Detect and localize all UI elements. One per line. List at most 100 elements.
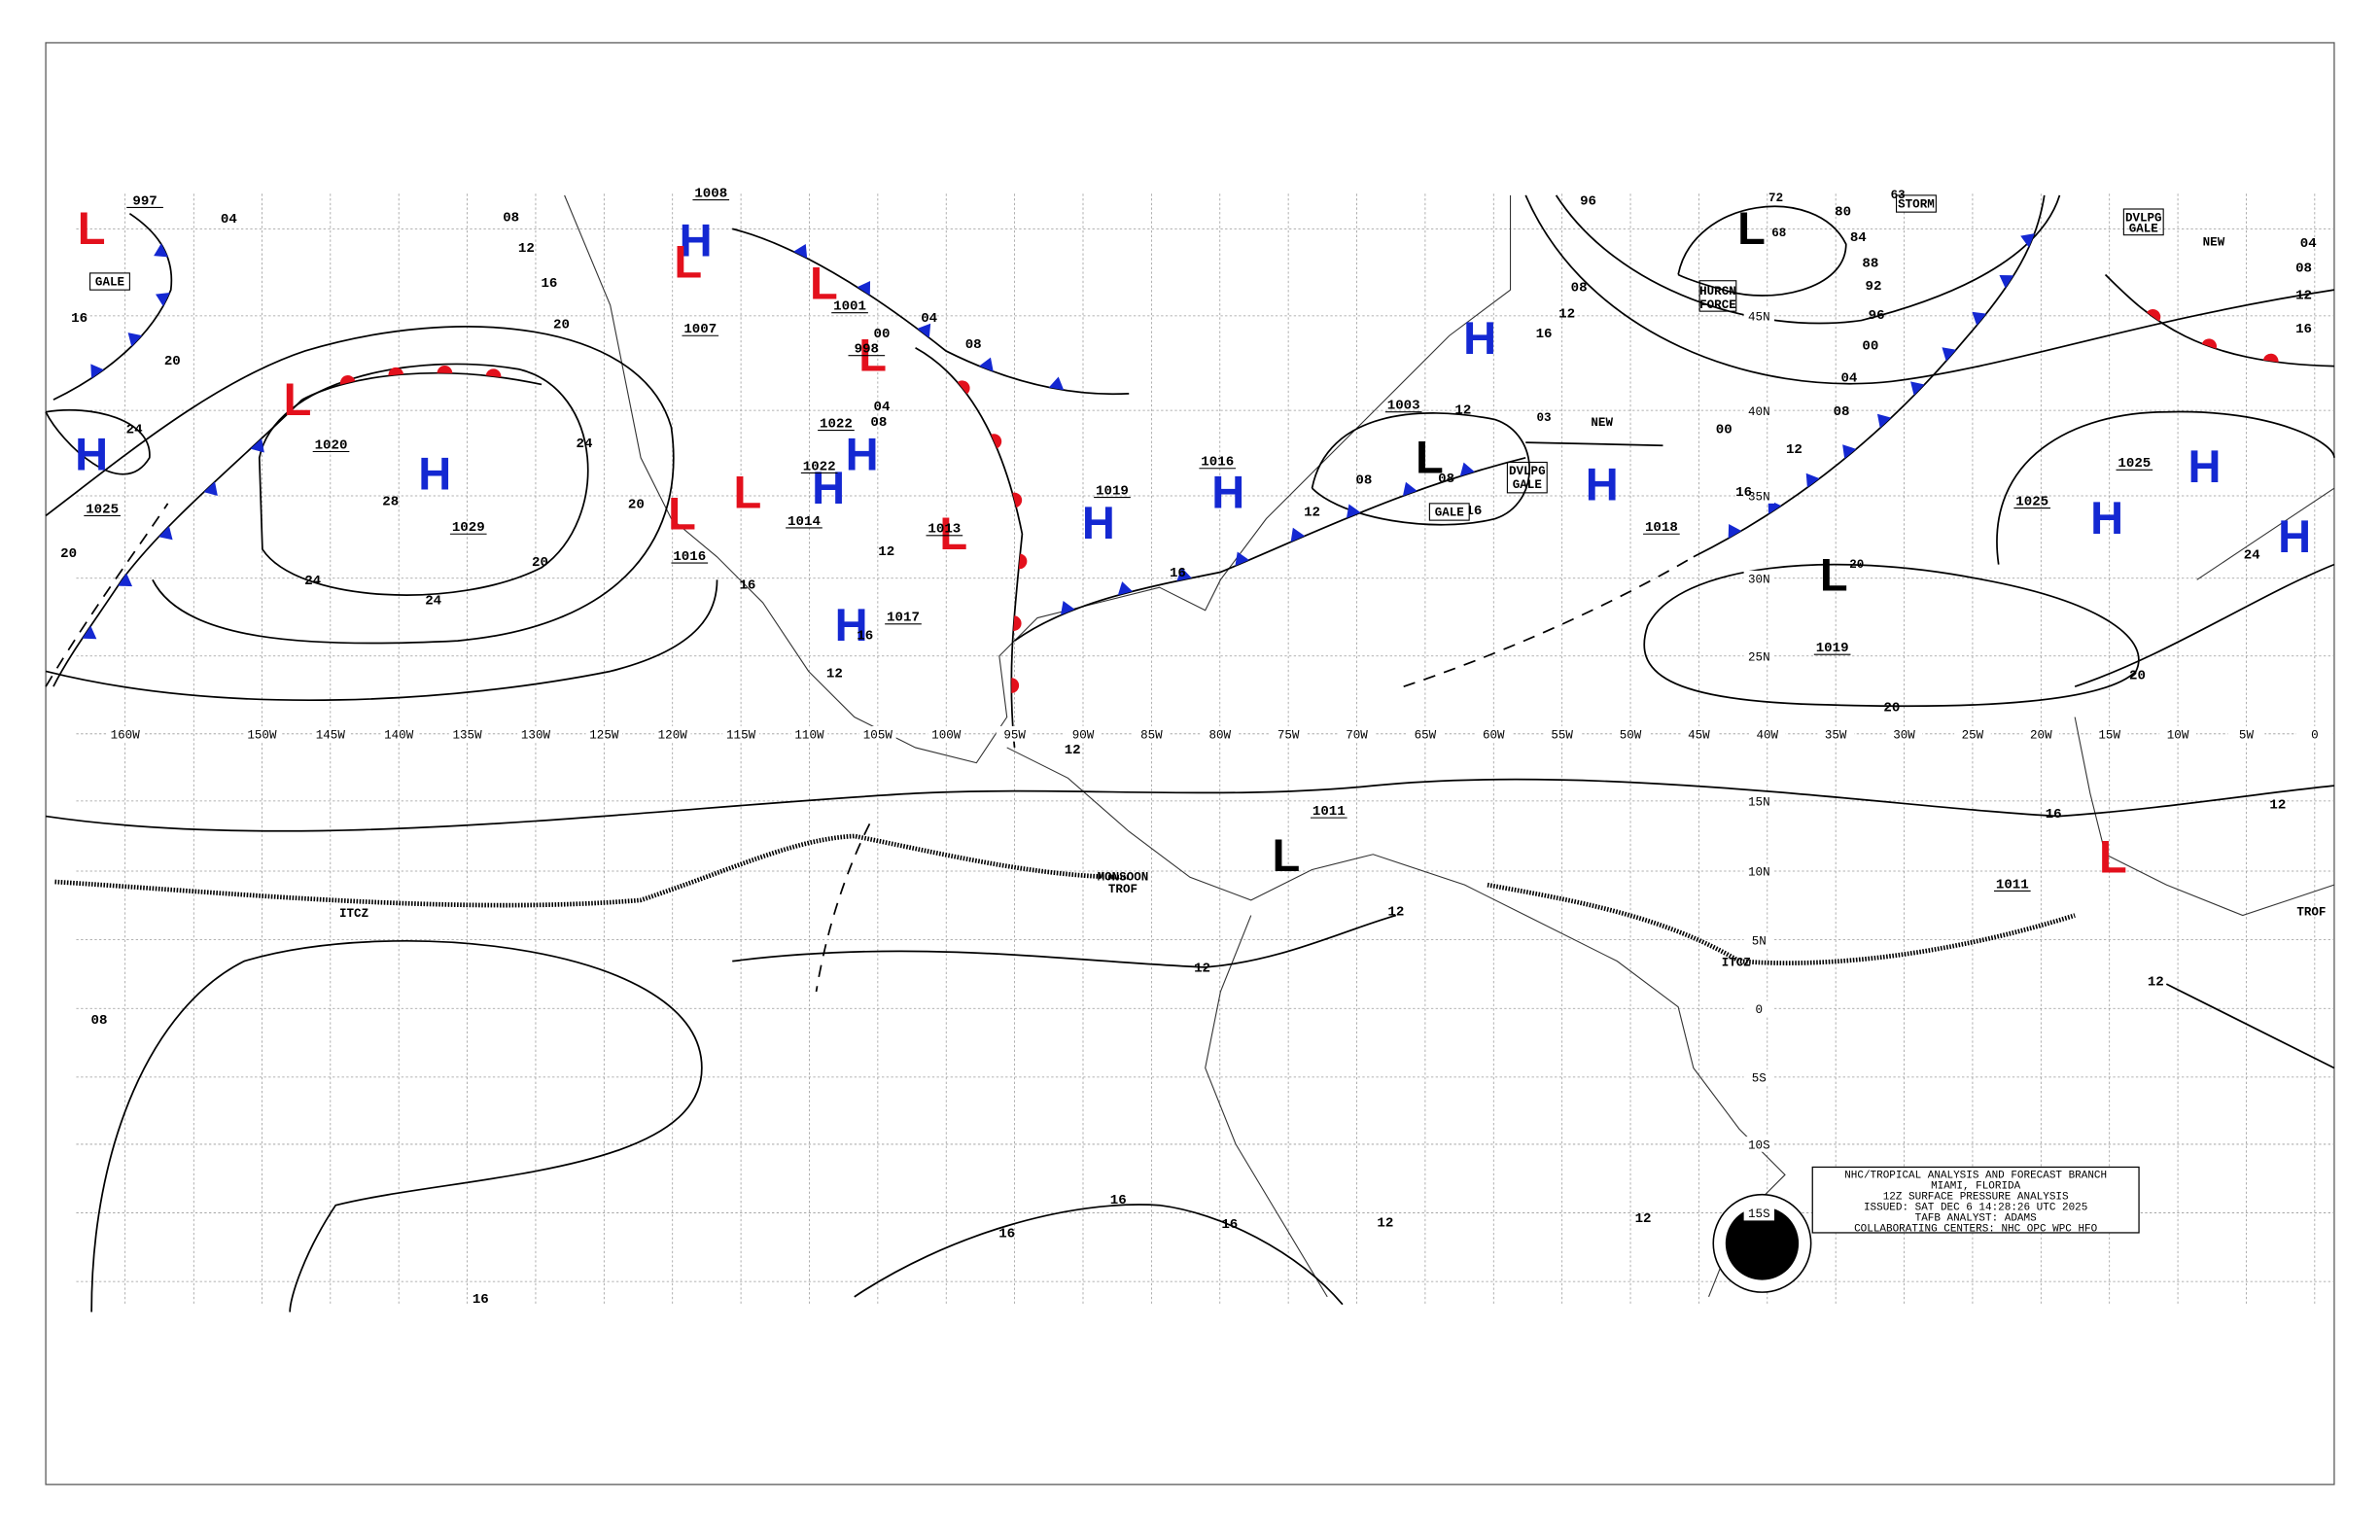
triangle [82, 625, 97, 640]
triangle [158, 525, 173, 541]
isobar-label: 08 [503, 211, 519, 227]
lon-label-box [1612, 725, 1649, 742]
longitude-label: 15W [2098, 729, 2120, 743]
annotation-box [2122, 208, 2164, 236]
longitude-label: 95W [1003, 729, 1026, 743]
cold-front-triangle [1942, 347, 1957, 362]
semicircle [1012, 492, 1023, 508]
info-line: NHC/TROPICAL ANALYSIS AND FORECAST BRANC… [1844, 1170, 2107, 1181]
longitude-label: 25W [1962, 729, 1984, 743]
isobar-label: 08 [91, 1013, 108, 1029]
isobar-label: 00 [874, 327, 891, 342]
pressure-center: L [939, 508, 967, 559]
lon-label-box [928, 725, 965, 742]
isobar-label: 12 [1065, 743, 1081, 758]
lat-label-box [1743, 1000, 1775, 1017]
lon-label-box [1407, 725, 1444, 742]
pressure-value: 1025 [86, 502, 119, 517]
annotation-box [89, 272, 130, 291]
pressure-value: 1011 [1996, 877, 2029, 892]
lon-label-box [585, 725, 623, 742]
semicircle [1013, 615, 1022, 631]
pressure-center: L [674, 236, 702, 288]
lon-label-box [243, 725, 281, 742]
lon-label-box [380, 725, 418, 742]
semicircle [2201, 338, 2218, 349]
triangle [1728, 524, 1742, 539]
annotation-box [1698, 280, 1737, 312]
isobar-label: 24 [577, 437, 593, 452]
isobar-label: 08 [1834, 404, 1850, 420]
lon-label-box [517, 725, 554, 742]
cold-front-triangle [979, 357, 994, 372]
annotation: 68 [1771, 227, 1786, 240]
isobar-label: 16 [1221, 1217, 1238, 1233]
pressure-center: L [1737, 202, 1766, 254]
lon-label-box [2227, 725, 2265, 742]
longitude-label: 65W [1415, 729, 1437, 743]
annotation: ITCZ [339, 907, 368, 921]
pressure-value: 1008 [694, 186, 727, 201]
isobar-label: 08 [870, 415, 887, 431]
isobar-label: 12 [2295, 289, 2312, 304]
triangle [90, 364, 104, 379]
longitude-label: 100W [931, 729, 962, 743]
isobar-label: 16 [1110, 1193, 1127, 1208]
isobar-label: 04 [1840, 370, 1857, 386]
latitude-label: 10S [1748, 1139, 1770, 1153]
cold-front-triangle [203, 481, 218, 496]
triangle [2020, 233, 2035, 248]
lat-label-box [1743, 793, 1775, 809]
lon-label-box [1748, 725, 1786, 742]
annotation: DVLPG [1509, 465, 1546, 478]
pressure-value: 1018 [1645, 520, 1678, 536]
pressure-value: 1007 [683, 322, 717, 337]
triangle [1176, 567, 1192, 581]
isobar-label: 12 [1377, 1216, 1393, 1232]
longitude-label: 10W [2167, 729, 2189, 743]
isobar-label: 04 [221, 212, 237, 228]
lon-label-box [1475, 725, 1513, 742]
lat-label-box [1743, 570, 1775, 586]
pressure-center: L [1820, 548, 1848, 600]
pressure-value: 1025 [2118, 456, 2151, 472]
annotation: GALE [95, 275, 125, 289]
pressure-value: 1020 [315, 438, 348, 453]
cold-front-triangle [1402, 481, 1418, 497]
isobar-label: 08 [965, 337, 982, 353]
triangle [1402, 481, 1418, 497]
annotation: DVLPG [2125, 212, 2162, 226]
lon-label-box [1270, 725, 1307, 742]
lon-label-box [1543, 725, 1581, 742]
semicircle [1011, 678, 1020, 693]
cold-front-triangle [250, 438, 264, 453]
pressure-center: H [1082, 497, 1115, 548]
lat-label-box [1743, 1069, 1775, 1085]
longitude-label: 5W [2239, 729, 2255, 743]
pressure-center: L [78, 202, 106, 254]
latitude-label: 0 [1756, 1003, 1764, 1017]
longitude-label: 160W [111, 729, 141, 743]
noaa-logo [1712, 1193, 1812, 1293]
isobar-label: 20 [60, 546, 77, 562]
annotation: GALE [1435, 506, 1465, 519]
isobar-label: 00 [1862, 338, 1878, 354]
lon-label-box [1065, 725, 1102, 742]
isobar-label: 24 [2244, 547, 2260, 563]
isobar-label: 20 [164, 354, 181, 369]
annotation: FORCE [1699, 298, 1736, 312]
isobar-label: 12 [826, 667, 843, 682]
pressure-value: 1022 [803, 459, 836, 474]
triangle [979, 357, 994, 372]
pressure-center: L [1272, 829, 1300, 881]
annotation: NEW [1591, 416, 1613, 430]
cold-front-triangle [793, 243, 808, 259]
pressure-value: 997 [132, 193, 157, 209]
cold-front-triangle [1842, 444, 1857, 459]
lon-label-box [996, 725, 1033, 742]
isobar-label: 80 [1835, 204, 1851, 220]
pressure-center: L [810, 258, 838, 309]
triangle [118, 573, 133, 587]
isobar-label: 24 [304, 574, 321, 589]
